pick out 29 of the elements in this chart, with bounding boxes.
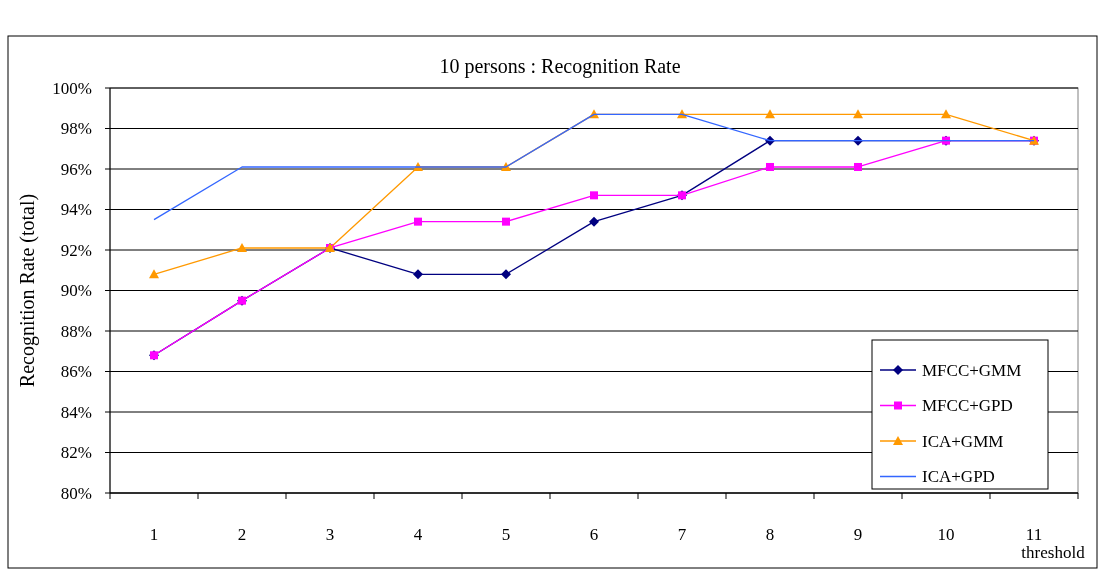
y-tick-label: 96% <box>60 159 92 179</box>
y-tick-label: 90% <box>60 281 92 301</box>
x-tick-label: 7 <box>677 525 687 544</box>
y-tick-label: 100% <box>52 78 92 98</box>
chart-title: 10 persons : Recognition Rate <box>439 55 681 78</box>
x-tick-label: 1 <box>149 525 159 544</box>
legend-label: ICA+GMM <box>922 431 1004 451</box>
y-tick-label: 98% <box>60 119 92 139</box>
legend-label: ICA+GPD <box>922 467 995 487</box>
y-tick-label: 84% <box>60 402 92 422</box>
x-tick-label: 10 <box>937 525 955 544</box>
y-axis-title: Recognition Rate (total) <box>16 193 39 388</box>
x-tick-label: 3 <box>325 525 335 544</box>
y-tick-label: 80% <box>60 483 92 503</box>
x-tick-label: 2 <box>237 525 247 544</box>
legend-label: MFCC+GPD <box>922 396 1013 416</box>
x-tick-label: 8 <box>765 525 775 544</box>
x-tick-label: 6 <box>589 525 599 544</box>
y-tick-label: 92% <box>60 240 92 260</box>
y-tick-label: 82% <box>60 443 92 463</box>
y-tick-label: 94% <box>60 200 92 220</box>
y-tick-label: 86% <box>60 362 92 382</box>
x-axis-title: threshold <box>1021 543 1086 562</box>
legend-label: MFCC+GMM <box>922 360 1022 380</box>
x-tick-label: 9 <box>853 525 863 544</box>
x-tick-label: 11 <box>1025 525 1043 544</box>
y-tick-label: 88% <box>60 321 92 341</box>
x-tick-label: 5 <box>501 525 511 544</box>
x-tick-label: 4 <box>413 525 423 544</box>
